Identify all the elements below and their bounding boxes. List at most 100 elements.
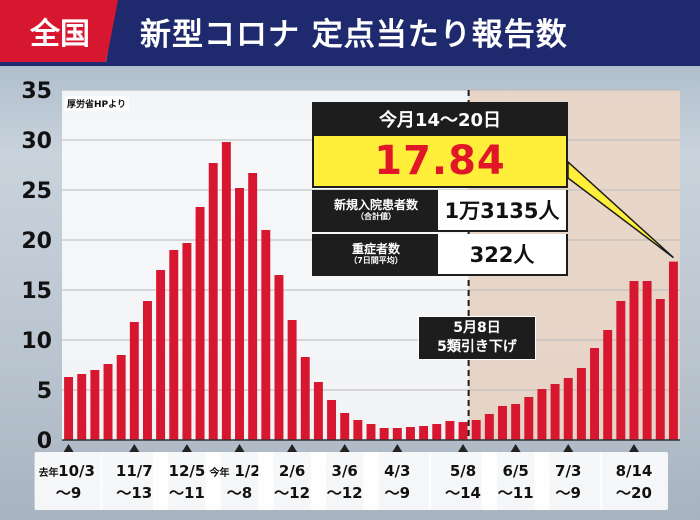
x-tick-label-range: 〜11 [169,484,205,502]
chart-title: 新型コロナ 定点当たり報告数 [106,0,700,62]
bar [156,270,166,440]
bar [353,420,363,440]
x-tick-label-range: 〜20 [616,484,652,502]
region-badge: 全国 [0,0,120,62]
x-tick-marker [287,444,298,452]
x-label-box [152,452,221,510]
bar [313,382,323,440]
bar [419,426,429,440]
y-tick-label: 35 [21,79,52,104]
marker-text: 5類引き下げ [437,339,517,355]
bar [261,230,271,440]
bar [129,322,139,440]
x-tick-prefix: 今年 [209,466,230,479]
bar [64,377,74,440]
bar [208,163,218,440]
bar-chart: 0 5 10 15 20 25 30 35 10/3去年〜9 11/7 〜13 12/5 〜11 1/2 今… [21,79,680,510]
bar [103,364,113,440]
x-label-box [258,452,327,510]
bar [142,301,152,440]
bar [182,243,192,440]
x-tick-marker [181,444,192,452]
x-tick-label: 11/7 [116,462,153,480]
bar [432,424,442,440]
header: 全国 新型コロナ 定点当たり報告数 [0,0,700,66]
x-tick-label: 12/5 [169,462,206,480]
callout-pointer [567,160,674,259]
y-tick-label: 20 [21,229,52,254]
x-tick-marker [392,444,403,452]
x-tick-prefix: 去年 [39,466,59,479]
bar [576,368,586,440]
y-tick-label: 0 [37,429,52,454]
bar [642,281,652,440]
x-tick-marker [510,444,521,452]
x-tick-label: 1/2 [234,462,260,480]
info-panel: 今月14〜20日 17.84 新規入院患者数 （合計値） 1万3135人 重症者… [312,102,568,276]
x-label-box [205,452,274,510]
x-tick-marker [628,444,639,452]
x-tick-label-range: 〜9 [385,484,410,502]
header-underline [0,62,700,66]
bar [300,357,310,440]
x-tick-marker [234,444,245,452]
source-note: 厚労省HPより [64,96,129,111]
bar [392,428,402,440]
bar [484,414,494,440]
admissions-label-box: 新規入院患者数 （合計値） [314,190,438,230]
admissions-label: 新規入院患者数 [333,198,418,212]
x-label-box [363,452,432,510]
x-tick-label: 3/6 [332,462,358,480]
x-tick-marker [563,444,574,452]
bar [221,142,231,440]
y-tick-label: 30 [21,129,52,154]
bar [274,275,284,440]
bar [511,404,521,440]
x-tick-label: 5/8 [450,462,476,480]
bar [629,281,639,440]
marker-date: 5月8日 [453,320,501,336]
bar [458,422,468,440]
x-label-box [481,452,550,510]
bar [537,389,547,440]
bar [77,374,87,440]
bar [655,299,665,440]
x-tick-marker [129,444,140,452]
y-tick-label: 5 [37,379,52,404]
bar [498,406,507,440]
admissions-value: 1万3135人 [444,199,560,223]
bar [340,413,350,440]
bar [445,421,455,440]
bar [90,370,100,440]
x-tick-label: 6/5 [502,462,528,480]
x-tick-label-range: 〜9 [56,484,81,502]
x-tick-label-range: 〜8 [227,484,252,502]
x-label-box [34,452,103,510]
panel-value: 17.84 [312,136,568,188]
y-tick-label: 15 [21,279,52,304]
bar [603,330,613,440]
bar [524,397,534,440]
x-tick-label-range: 〜13 [116,484,152,502]
bar [195,207,205,440]
x-tick-label-range: 〜11 [498,484,534,502]
x-tick-label-range: 〜14 [445,484,481,502]
bar [668,261,678,440]
severe-label: 重症者数 [351,242,400,256]
bar [550,384,560,440]
severe-label-box: 重症者数 （7日間平均） [314,234,438,274]
x-tick-label: 10/3 [58,462,95,480]
x-label-box [599,452,668,510]
bar [590,348,600,440]
bar [116,355,126,440]
bar [327,400,337,440]
severe-value: 322人 [469,243,535,267]
x-tick-marker [339,444,350,452]
panel-row-severe: 重症者数 （7日間平均） 322人 [312,234,568,276]
bar [471,420,481,440]
bar [235,188,244,440]
x-tick-label: 2/6 [279,462,305,480]
x-tick-label-range: 〜12 [327,484,363,502]
x-tick-marker [458,444,469,452]
bar [405,427,415,440]
